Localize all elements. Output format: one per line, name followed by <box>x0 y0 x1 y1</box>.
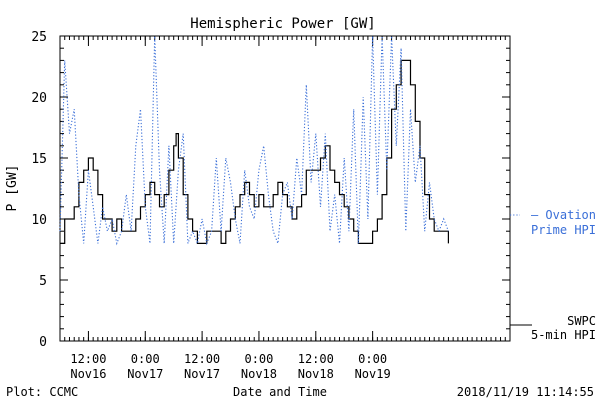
x-tick-label-date: Nov17 <box>184 367 220 381</box>
legend-ovation-label: – Ovation <box>531 208 596 222</box>
x-tick-label-time: 12:00 <box>70 352 106 366</box>
series-layer <box>59 35 449 246</box>
x-tick-label-date: Nov18 <box>298 367 334 381</box>
y-tick-label: 15 <box>31 152 47 167</box>
legend-swpc-label: 5-min HPI <box>531 328 596 342</box>
plot-credit: Plot: CCMC <box>6 385 78 399</box>
x-tick-label-date: Nov19 <box>355 367 391 381</box>
x-tick-label-time: 0:00 <box>358 352 387 366</box>
y-tick-label: 0 <box>39 335 47 350</box>
y-tick-label: 10 <box>31 213 47 228</box>
series-line-swpc <box>60 59 449 244</box>
y-tick-label: 25 <box>31 30 47 45</box>
y-axis-ticks: 0 5 10 15 20 25 <box>31 30 510 350</box>
y-tick-label: 20 <box>31 91 47 106</box>
y-tick-label: 5 <box>39 274 47 289</box>
x-tick-label-date: Nov17 <box>127 367 163 381</box>
x-axis-ticks: 12:00Nov160:00Nov1712:00Nov170:00Nov1812… <box>59 36 511 381</box>
x-axis-label: Date and Time <box>233 385 327 399</box>
y-axis-label-group: P [GW] <box>5 165 20 212</box>
x-tick-label-time: 12:00 <box>298 352 334 366</box>
y-axis-label: P [GW] <box>5 165 20 212</box>
x-tick-label-date: Nov18 <box>241 367 277 381</box>
legend-ovation-label: Prime HPI <box>531 223 596 237</box>
plot-frame <box>59 35 511 342</box>
x-tick-label-time: 0:00 <box>244 352 273 366</box>
x-tick-label-time: 0:00 <box>131 352 160 366</box>
series-line-ovation <box>59 35 449 246</box>
legend-swpc-label: SWPC <box>567 314 596 328</box>
x-tick-label-date: Nov16 <box>70 367 106 381</box>
plot-timestamp: 2018/11/19 11:14:55 <box>457 385 594 399</box>
x-tick-label-time: 12:00 <box>184 352 220 366</box>
chart-title: Hemispheric Power [GW] <box>190 16 375 32</box>
